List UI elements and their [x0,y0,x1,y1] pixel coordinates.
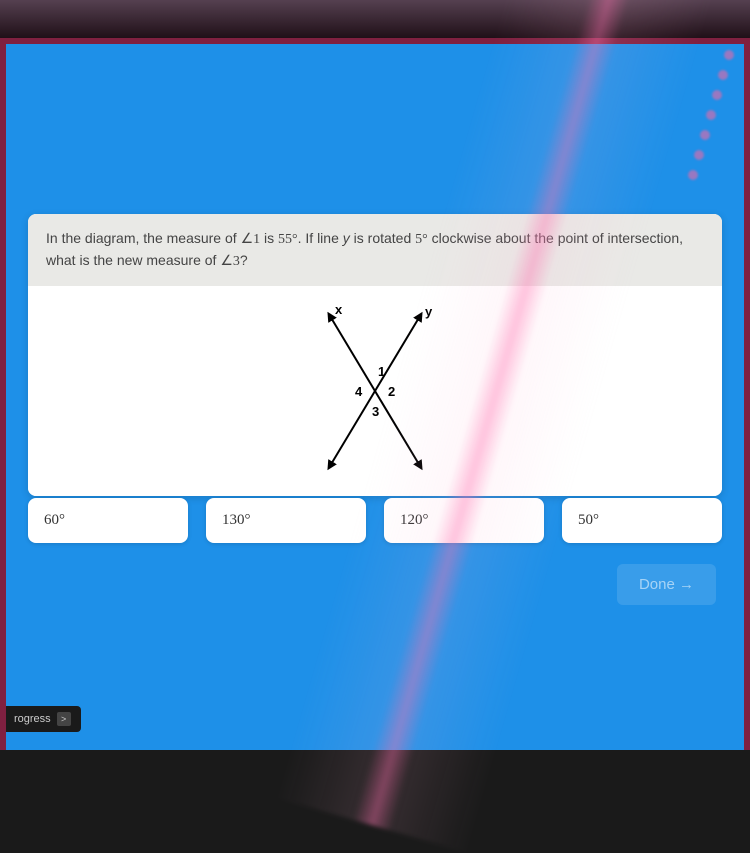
answer-option-a[interactable]: 60° [28,498,188,543]
answer-row: 60° 130° 120° 50° [6,484,744,543]
q-angle1: ∠1 [241,232,261,247]
app-screen: In the diagram, the measure of ∠1 is 55°… [6,44,744,750]
q-mid2: . If line [298,230,343,246]
q-mid1: is [260,230,278,246]
q-prefix: In the diagram, the measure of [46,230,241,246]
label-x: x [335,302,343,317]
device-bezel: In the diagram, the measure of ∠1 is 55°… [0,0,750,750]
label-2: 2 [388,384,395,399]
label-4: 4 [355,384,363,399]
question-card: In the diagram, the measure of ∠1 is 55°… [28,214,722,496]
diagram-svg: x y 1 2 3 4 [275,296,475,486]
q-mid3: is rotated [350,230,415,246]
label-y: y [425,304,433,319]
q-val2: 5° [415,232,428,247]
answer-option-b[interactable]: 130° [206,498,366,543]
q-suffix: ? [240,252,248,268]
q-val1: 55° [278,232,298,247]
question-text: In the diagram, the measure of ∠1 is 55°… [28,214,722,286]
progress-label: rogress [14,713,51,725]
done-button[interactable]: Done → [617,564,716,605]
label-1: 1 [378,364,385,379]
answer-option-d[interactable]: 50° [562,498,722,543]
label-3: 3 [372,404,379,419]
screen-frame: In the diagram, the measure of ∠1 is 55°… [0,38,750,750]
bezel-top [0,0,750,38]
progress-tab[interactable]: rogress > [6,706,81,732]
diagram: x y 1 2 3 4 [28,286,722,496]
chevron-right-icon: > [57,712,71,726]
q-vary: y [343,230,350,246]
answer-option-c[interactable]: 120° [384,498,544,543]
q-angle3: ∠3 [220,254,240,269]
